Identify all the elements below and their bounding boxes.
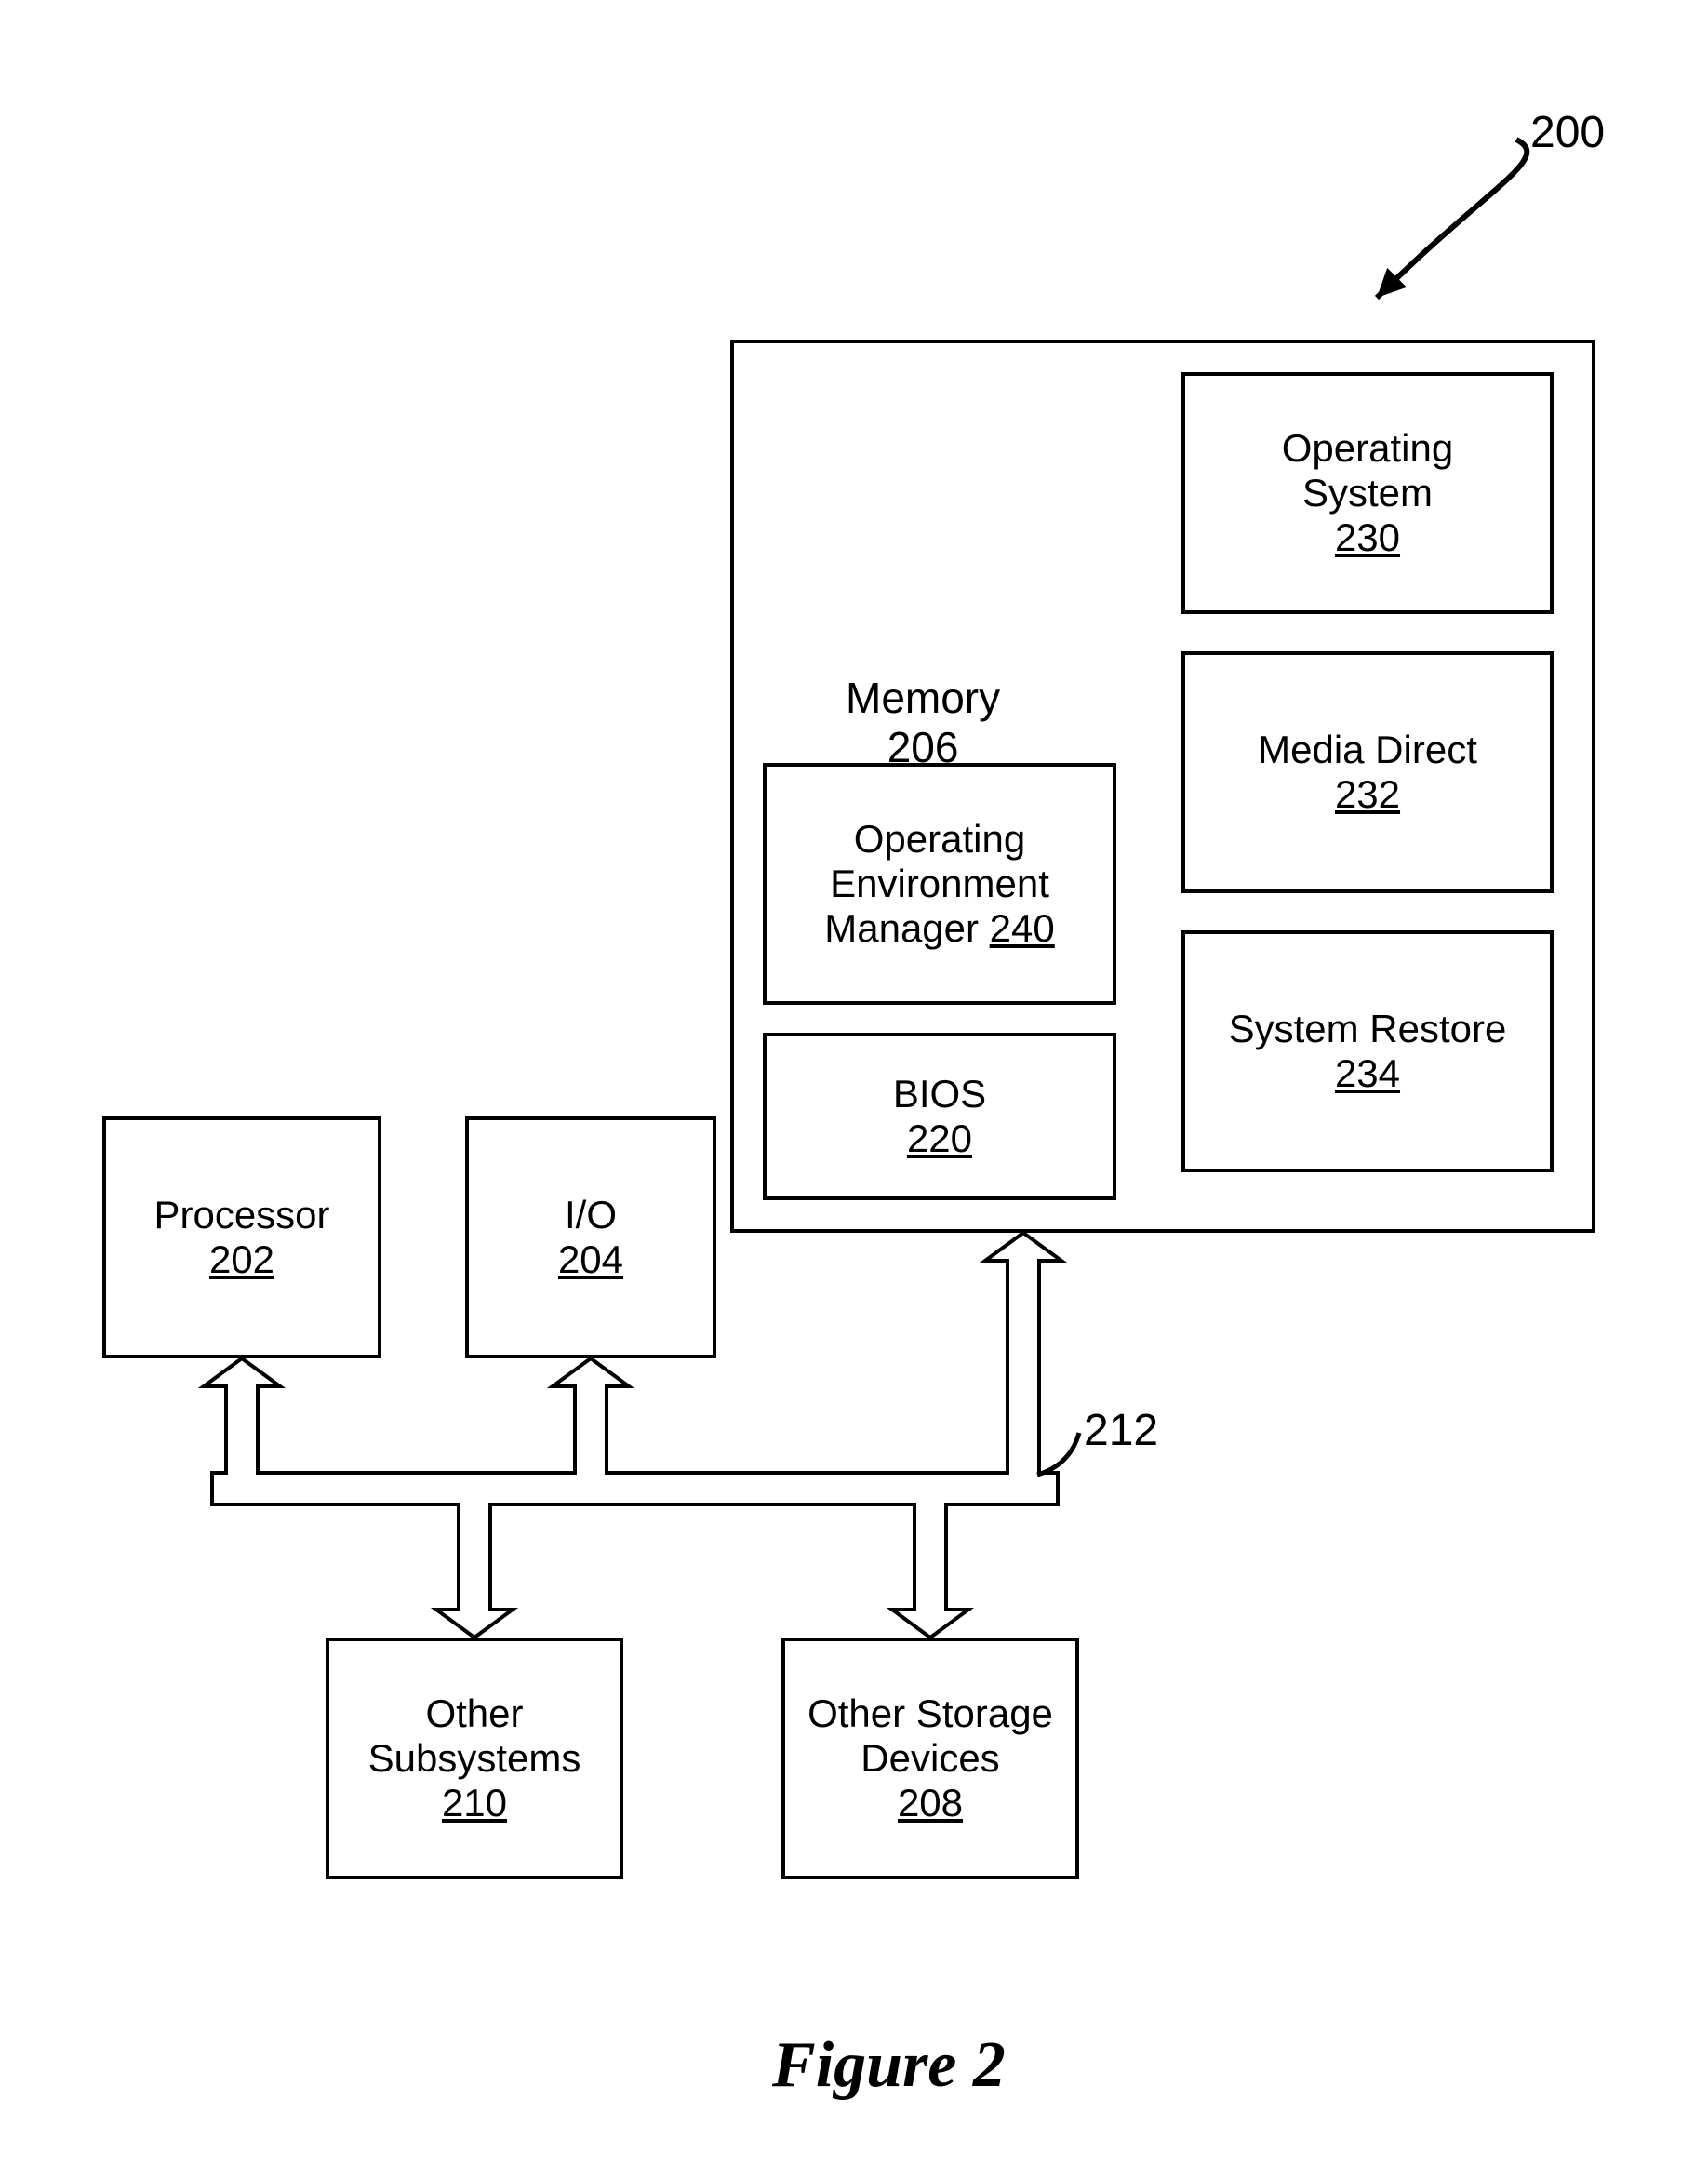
other-subsystems-block: OtherSubsystems210: [326, 1638, 623, 1879]
processor-block: Processor202: [102, 1116, 381, 1358]
operating-environment-manager-block: OperatingEnvironmentManager 240: [763, 763, 1116, 1005]
other-storage-devices-block: Other StorageDevices208: [781, 1638, 1079, 1879]
bios-block: BIOS220: [763, 1033, 1116, 1200]
memory-label: Memory: [846, 674, 1000, 723]
diagram-canvas: Memory 206 OperatingEnvironmentManager 2…: [0, 0, 1708, 2179]
io-block: I/O204: [465, 1116, 716, 1358]
system-restore-block: System Restore234: [1181, 930, 1554, 1172]
memory-title: Memory 206: [846, 674, 1000, 772]
figure-caption: Figure 2: [772, 2028, 1006, 2103]
bus-ref-label: 212: [1084, 1405, 1158, 1456]
system-ref-label: 200: [1530, 107, 1605, 158]
operating-system-block: OperatingSystem230: [1181, 372, 1554, 614]
media-direct-block: Media Direct232: [1181, 651, 1554, 893]
